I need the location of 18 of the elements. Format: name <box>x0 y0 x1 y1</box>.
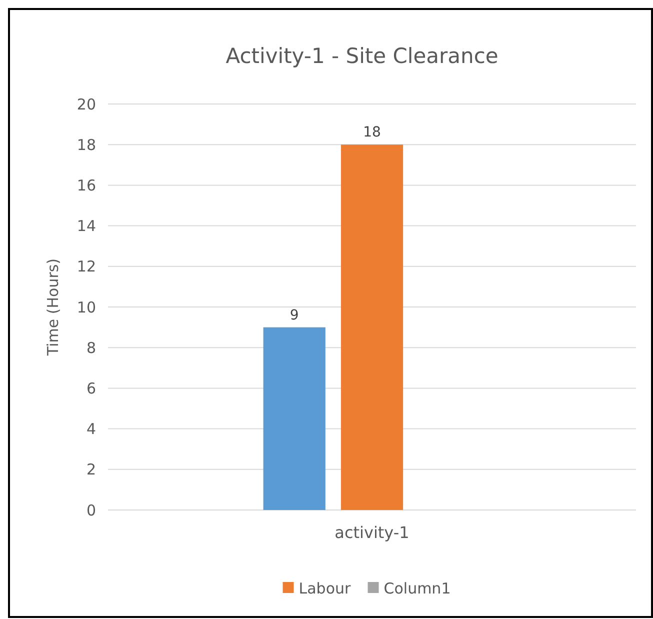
y-tick-label: 18 <box>76 136 96 154</box>
data-label: 18 <box>363 124 381 141</box>
y-tick-label: 16 <box>76 176 96 194</box>
y-tick-label: 0 <box>86 501 96 520</box>
y-tick-label: 4 <box>86 420 96 438</box>
y-tick-label: 8 <box>86 338 96 357</box>
legend-label: Labour <box>298 579 352 598</box>
y-tick-label: 20 <box>76 95 96 114</box>
y-tick-label: 10 <box>76 298 96 316</box>
legend-label: Column1 <box>384 579 451 598</box>
y-tick-label: 12 <box>76 258 96 276</box>
y-tick-label: 2 <box>86 460 96 479</box>
y-tick-label: 14 <box>76 217 96 236</box>
y-tick-label: 6 <box>86 379 96 398</box>
x-tick-label: activity-1 <box>334 523 410 542</box>
y-axis-title: Time (Hours) <box>44 258 62 357</box>
chart-title: Activity-1 - Site Clearance <box>226 44 498 68</box>
data-label: 9 <box>290 307 299 324</box>
